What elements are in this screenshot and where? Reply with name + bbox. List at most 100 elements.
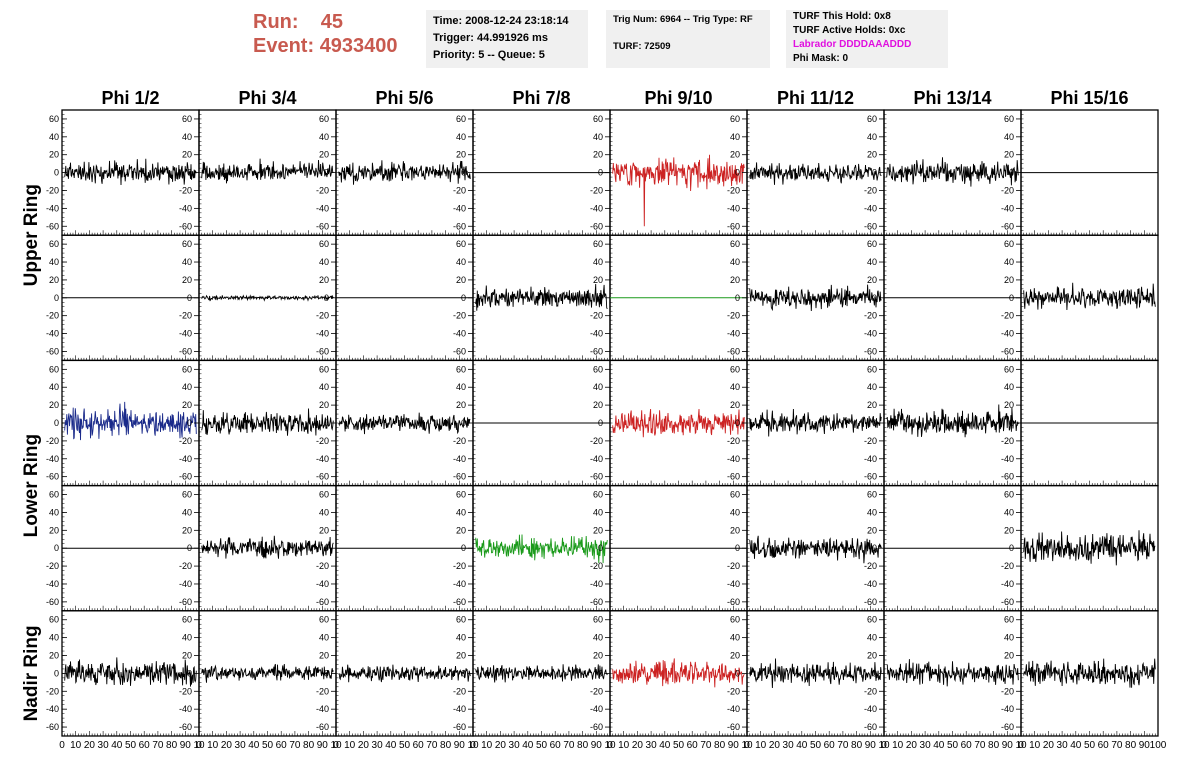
- waveform-trace: [201, 663, 334, 683]
- panel-frame: [335, 109, 474, 236]
- y-tick-label: -20: [453, 185, 466, 195]
- x-tick-label: 60: [276, 740, 288, 751]
- y-tick-label: -20: [179, 311, 192, 321]
- y-tick-label: -40: [864, 329, 877, 339]
- y-tick-label: 60: [182, 239, 192, 249]
- y-tick-label: 20: [1004, 150, 1014, 160]
- trig-num-text: Trig Num: 6964 -- Trig Type: RF: [613, 14, 753, 25]
- waveform-panel: 60 40 20 0 -20 -40 -60: [179, 359, 337, 487]
- y-tick-label: 40: [593, 507, 603, 517]
- priority-text: Priority: 5 -- Queue: 5: [433, 49, 545, 61]
- y-tick-label: -20: [46, 185, 59, 195]
- waveform-panel: 60 40 20 0 -20 -40 -60: [727, 610, 885, 737]
- waveform-panel: 60 40 20 0 -20 -40 -60: [453, 109, 611, 236]
- y-tick-label: 60: [730, 615, 740, 625]
- y-tick-label: 60: [730, 239, 740, 249]
- x-tick-label: 60: [1098, 740, 1110, 751]
- y-tick-label: 0: [54, 168, 59, 178]
- run-row: Run: 45: [253, 10, 398, 34]
- x-tick-label: 10: [892, 740, 904, 751]
- waveform-panel: 60 40 20 0 -20 -40 -60: [727, 484, 885, 612]
- y-tick-label: 20: [456, 525, 466, 535]
- run-label: Run:: [253, 11, 299, 33]
- x-tick-label: 40: [522, 740, 534, 751]
- x-tick-label: 0: [744, 740, 750, 751]
- waveform-panel: 60 40 20 0 -20 -40 -60: [1001, 109, 1159, 236]
- y-tick-label: 40: [867, 382, 877, 392]
- turf-info-box: TURF This Hold: 0x8 TURF Active Holds: 0…: [786, 10, 948, 68]
- y-tick-label: 0: [324, 418, 329, 428]
- waveform-panel: 60 40 20 0 -20 -40 -60: [316, 359, 474, 487]
- y-tick-label: 60: [1004, 114, 1014, 124]
- x-tick-label: 80: [440, 740, 452, 751]
- y-tick-label: 0: [598, 418, 603, 428]
- y-tick-label: -20: [590, 311, 603, 321]
- x-tick-label: 70: [289, 740, 301, 751]
- waveform-panel: 60 40 20 0 -20 -40 -60: [727, 109, 885, 236]
- x-tick-label: 40: [933, 740, 945, 751]
- y-tick-label: -60: [727, 722, 740, 732]
- column-header: Phi 11/12: [777, 88, 854, 108]
- x-tick-label: 70: [1111, 740, 1123, 751]
- y-tick-label: -40: [727, 704, 740, 714]
- y-tick-label: 60: [456, 490, 466, 500]
- y-tick-label: 40: [593, 633, 603, 643]
- x-tick-label: 40: [111, 740, 123, 751]
- y-tick-label: 40: [456, 633, 466, 643]
- y-tick-label: 40: [182, 132, 192, 142]
- x-tick-label: 10: [467, 740, 479, 751]
- y-tick-label: 0: [735, 168, 740, 178]
- x-tick-label: 20: [221, 740, 233, 751]
- y-tick-label: -40: [453, 203, 466, 213]
- x-tick-label: 20: [84, 740, 96, 751]
- y-tick-label: -20: [1001, 686, 1014, 696]
- x-tick-label: 0: [470, 740, 476, 751]
- x-tick-label: 10: [207, 740, 219, 751]
- y-tick-label: 60: [730, 114, 740, 124]
- x-tick-label: 50: [125, 740, 137, 751]
- y-tick-label: -60: [453, 346, 466, 356]
- waveform-trace: [475, 534, 608, 564]
- y-tick-label: 20: [1004, 525, 1014, 535]
- y-tick-label: -20: [179, 185, 192, 195]
- y-tick-label: 0: [187, 543, 192, 553]
- y-tick-label: 40: [319, 132, 329, 142]
- waveform-panel: 60 40 20 0 -20 -40 -60: [453, 484, 611, 612]
- y-tick-label: 0: [187, 668, 192, 678]
- y-tick-label: -40: [179, 579, 192, 589]
- y-tick-label: 40: [593, 257, 603, 267]
- y-tick-label: 60: [182, 114, 192, 124]
- y-tick-label: -40: [727, 579, 740, 589]
- y-tick-label: 60: [593, 114, 603, 124]
- x-tick-label: 100: [1150, 740, 1167, 751]
- y-tick-label: -60: [1001, 472, 1014, 482]
- y-tick-label: 20: [867, 651, 877, 661]
- y-tick-label: -20: [316, 561, 329, 571]
- y-tick-label: 20: [49, 651, 59, 661]
- waveform-panel: 60 40 20 0 -20 -40 -60: [46, 234, 200, 362]
- x-tick-label: 90: [1002, 740, 1014, 751]
- labrador-text: Labrador DDDDAAADDD: [793, 39, 912, 50]
- waveform-panel: 60 40 20 0 -20 -40 -60: [316, 234, 474, 362]
- y-tick-label: 40: [49, 132, 59, 142]
- y-tick-label: 60: [1004, 615, 1014, 625]
- y-tick-label: 0: [735, 418, 740, 428]
- y-tick-label: 60: [867, 239, 877, 249]
- y-tick-label: -40: [453, 704, 466, 714]
- y-tick-label: -20: [1001, 311, 1014, 321]
- waveform-panel: 60 40 20 0 -20 -40 -60: [864, 359, 1022, 487]
- y-tick-label: -60: [179, 597, 192, 607]
- x-tick-label: 60: [550, 740, 562, 751]
- y-tick-label: -60: [864, 346, 877, 356]
- y-tick-label: 20: [319, 400, 329, 410]
- y-tick-label: 20: [867, 275, 877, 285]
- y-tick-label: 0: [461, 293, 466, 303]
- y-tick-label: 20: [49, 525, 59, 535]
- x-tick-label: 30: [920, 740, 932, 751]
- x-tick-label: 40: [385, 740, 397, 751]
- waveform-panel: 60 40 20 0 -20 -40 -60: [864, 109, 1022, 236]
- waveform-trace: [749, 408, 882, 437]
- y-tick-label: 0: [872, 418, 877, 428]
- x-tick-label: 10: [878, 740, 890, 751]
- y-tick-label: 0: [461, 668, 466, 678]
